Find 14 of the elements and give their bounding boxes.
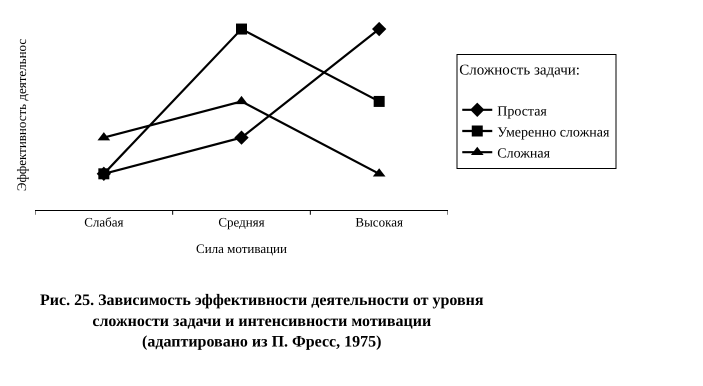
x-axis-title: Сила мотивации [196,241,288,256]
point [372,22,386,36]
x-tick-label: Средняя [218,214,265,230]
point [374,96,385,107]
point [236,24,247,35]
y-axis-title: Эффективность деятельнос [14,38,29,192]
legend-title: Сложность задачи: [459,62,580,79]
legend-label: Умеренно сложная [497,125,610,140]
legend-label: Простая [497,104,548,120]
text: Рис. 25. Зависимость эффективности деятельности от уровня сложности задачи и интенсивности мотивации (адаптировано из П. Фресс, 1975) [40,292,484,351]
x-tick-label: Высокая [355,214,403,230]
legend-label: Сложная [497,146,551,162]
x-tick-label: Слабая [84,214,124,230]
point [234,130,249,145]
